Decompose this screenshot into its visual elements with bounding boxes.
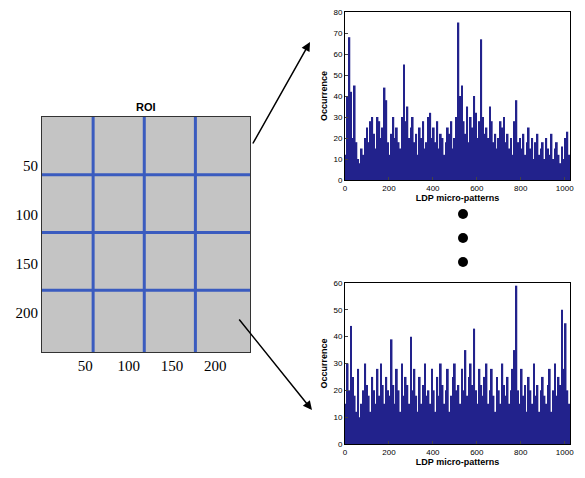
svg-text:10: 10 [333, 413, 342, 422]
svg-text:400: 400 [426, 184, 440, 193]
svg-text:60: 60 [333, 279, 342, 288]
svg-text:100: 100 [117, 358, 140, 374]
svg-text:1000: 1000 [556, 184, 574, 193]
svg-text:200: 200 [382, 184, 396, 193]
svg-text:150: 150 [16, 256, 39, 272]
svg-text:ROI: ROI [136, 101, 156, 113]
svg-text:40: 40 [333, 332, 342, 341]
svg-text:50: 50 [23, 158, 38, 174]
svg-text:50: 50 [78, 358, 93, 374]
svg-text:20: 20 [333, 386, 342, 395]
svg-text:200: 200 [382, 448, 396, 457]
svg-text:Occurrence: Occurrence [319, 338, 329, 388]
svg-text:10: 10 [333, 155, 342, 164]
svg-text:0: 0 [343, 448, 348, 457]
svg-text:70: 70 [333, 29, 342, 38]
svg-text:30: 30 [333, 113, 342, 122]
svg-text:800: 800 [514, 184, 528, 193]
svg-text:150: 150 [161, 358, 184, 374]
svg-text:400: 400 [426, 448, 440, 457]
svg-text:600: 600 [470, 184, 484, 193]
svg-text:30: 30 [333, 359, 342, 368]
svg-text:600: 600 [470, 448, 484, 457]
svg-text:50: 50 [333, 71, 342, 80]
svg-text:200: 200 [204, 358, 227, 374]
svg-text:0: 0 [343, 184, 348, 193]
svg-text:40: 40 [333, 92, 342, 101]
svg-text:0: 0 [338, 176, 343, 185]
svg-text:LDP micro-patterns: LDP micro-patterns [416, 193, 499, 203]
svg-text:80: 80 [333, 8, 342, 17]
svg-text:800: 800 [514, 448, 528, 457]
svg-text:1000: 1000 [556, 448, 574, 457]
svg-text:60: 60 [333, 50, 342, 59]
svg-text:0: 0 [338, 440, 343, 449]
svg-text:50: 50 [333, 306, 342, 315]
svg-text:20: 20 [333, 134, 342, 143]
svg-text:Occurrence: Occurrence [319, 71, 329, 121]
svg-text:200: 200 [16, 305, 39, 321]
svg-text:100: 100 [16, 207, 39, 223]
svg-text:LDP micro-patterns: LDP micro-patterns [416, 457, 499, 467]
